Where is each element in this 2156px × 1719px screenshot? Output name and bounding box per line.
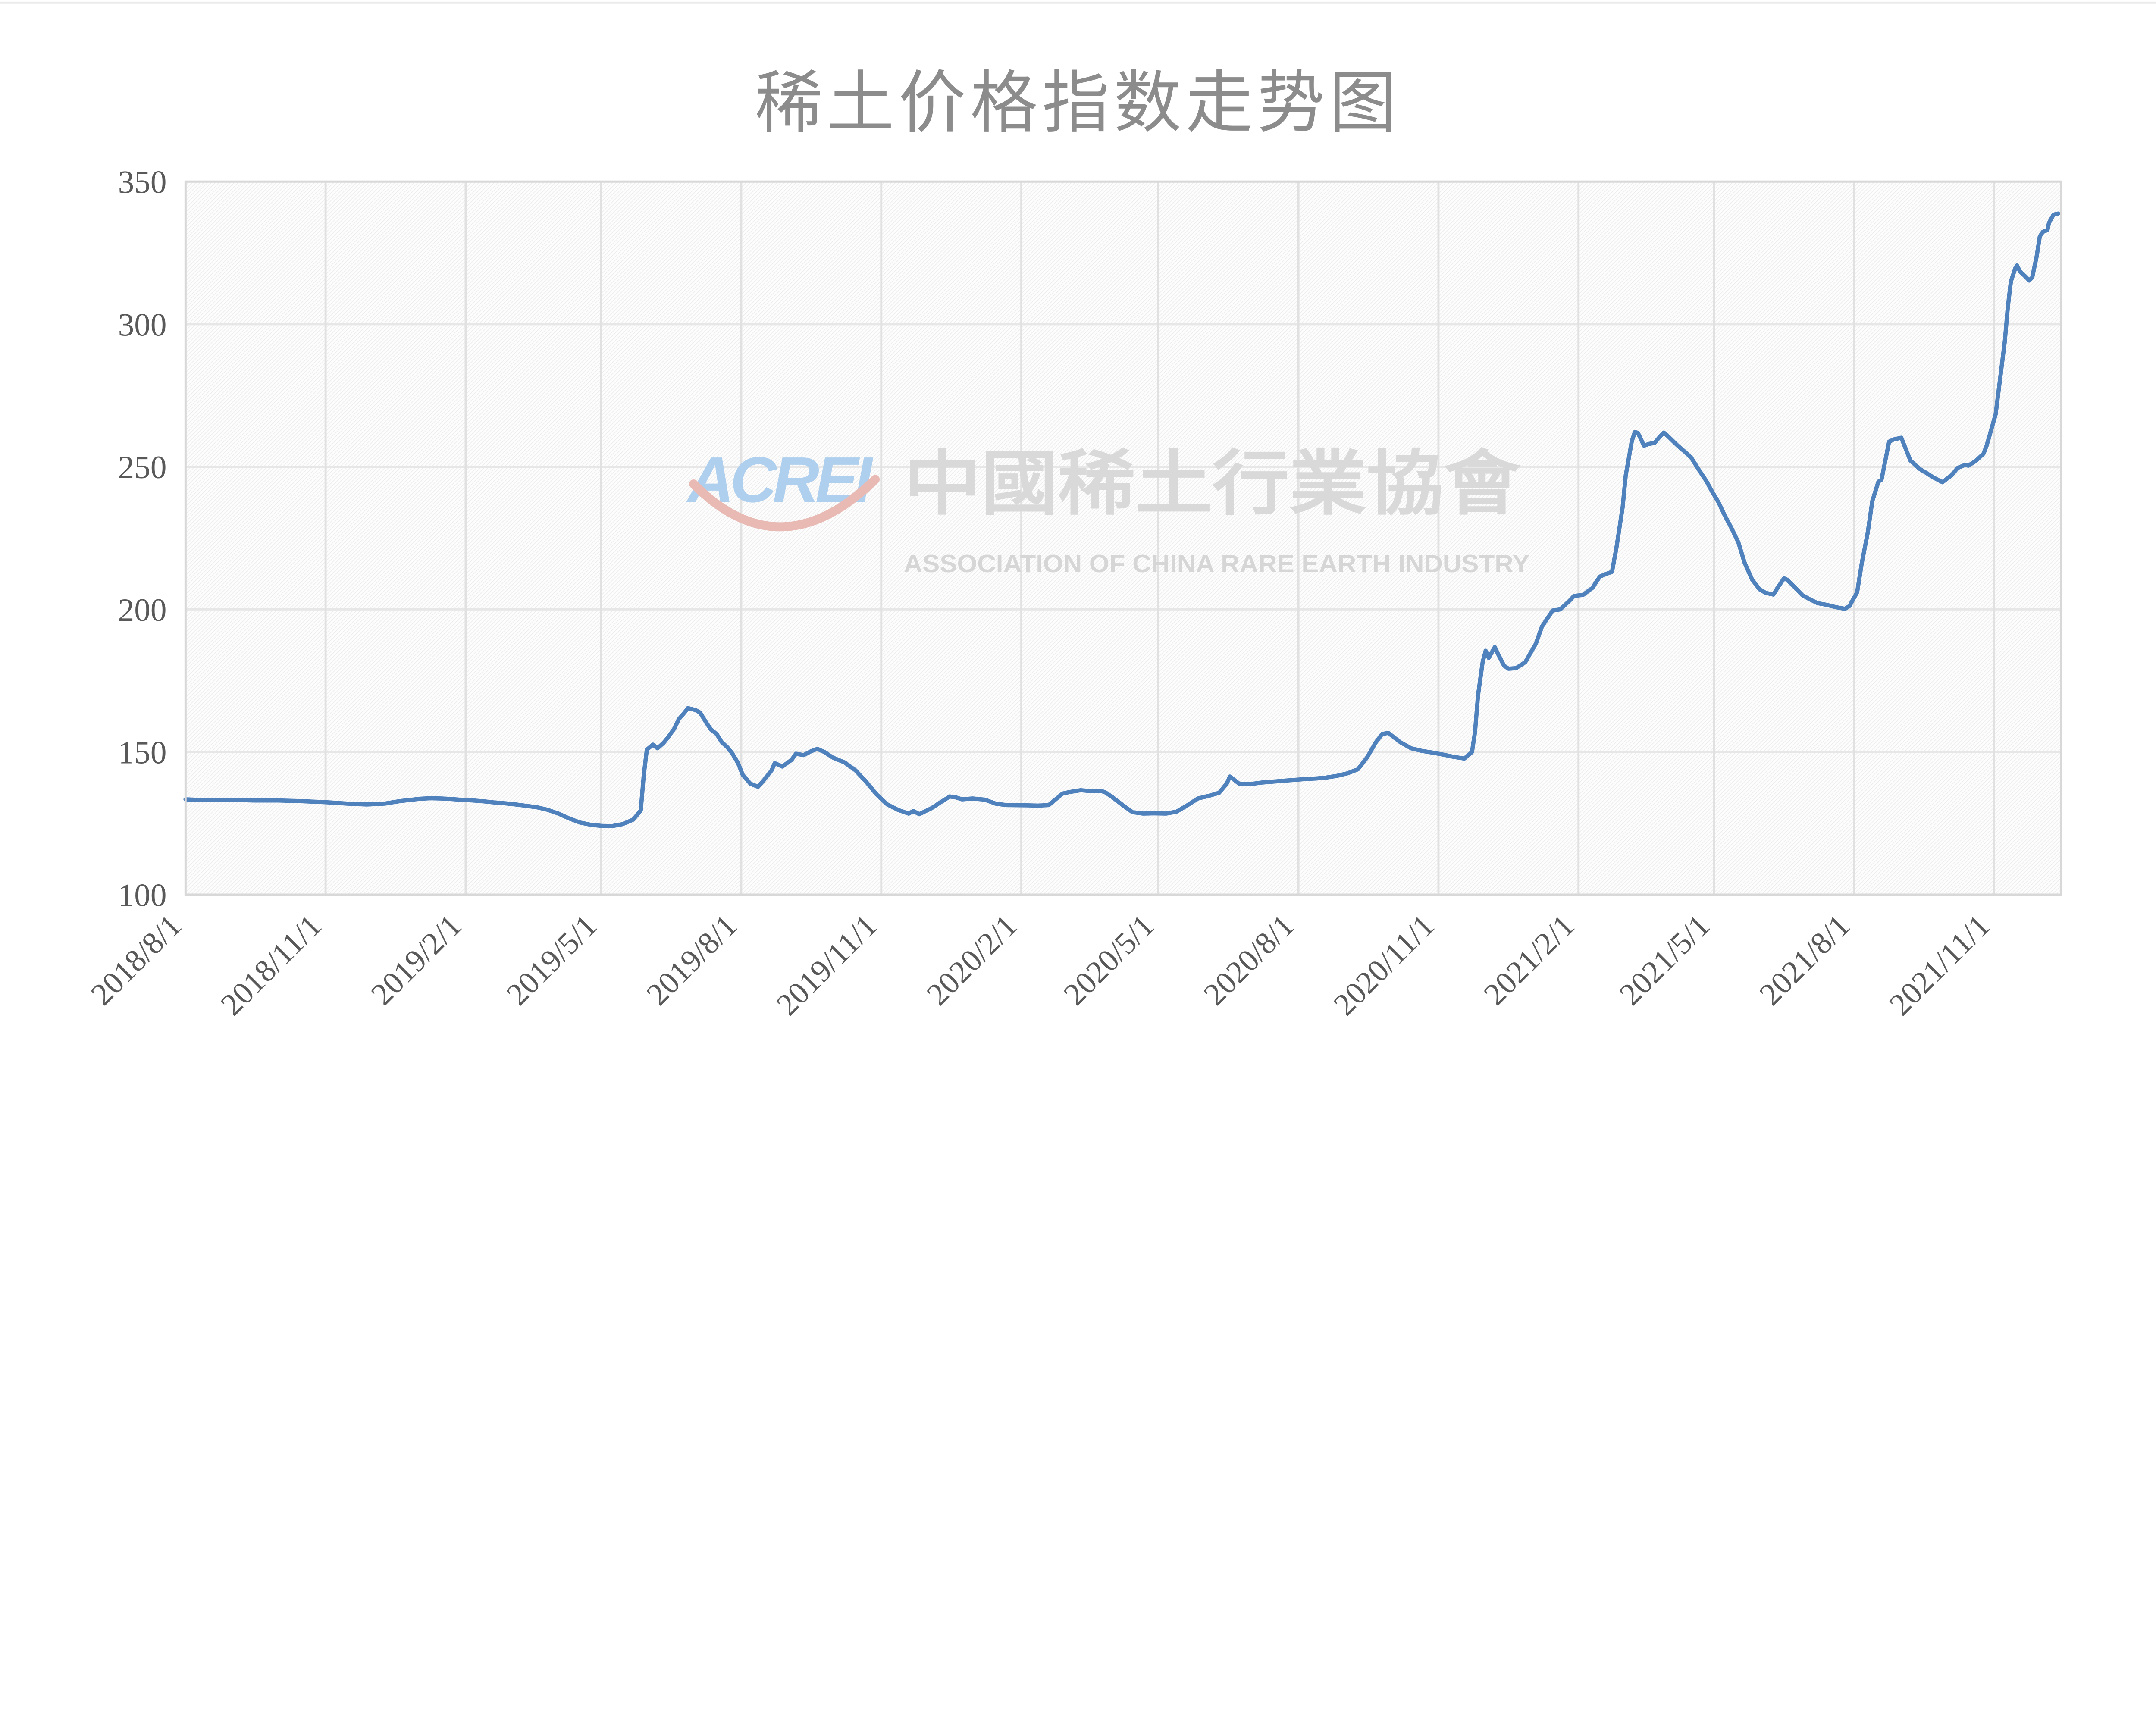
plot-area bbox=[185, 182, 2061, 895]
watermark-chinese-text: 中國稀土行業協會 bbox=[904, 445, 1521, 523]
watermark-english-text: ASSOCIATION OF CHINA RARE EARTH INDUSTRY bbox=[904, 550, 1530, 578]
x-axis-labels: 2018/8/1 2018/11/1 2019/2/1 2019/5/1 2019/8/… bbox=[84, 908, 1996, 1022]
rare-earth-price-index-chart: 稀土价格指数走势图 ACREI 中國稀土行業協會 ASSOCIATION OF … bbox=[0, 1, 2156, 1022]
y-tick-label: 150 bbox=[118, 735, 167, 771]
x-tick-label: 2019/2/1 bbox=[364, 908, 468, 1012]
x-tick-label: 2021/11/1 bbox=[1882, 908, 1996, 1022]
price-index-line bbox=[183, 211, 2060, 829]
y-axis-labels: 100 150 200 250 300 350 bbox=[118, 165, 167, 914]
x-tick-label: 2018/11/1 bbox=[214, 908, 328, 1022]
x-tick-label: 2020/5/1 bbox=[1057, 908, 1161, 1012]
y-tick-label: 200 bbox=[118, 592, 167, 628]
x-tick-label: 2020/2/1 bbox=[920, 908, 1024, 1012]
plot-border bbox=[184, 180, 2062, 896]
chart-title: 稀土价格指数走势图 bbox=[755, 66, 1401, 141]
x-tick-label: 2021/8/1 bbox=[1752, 908, 1856, 1012]
y-tick-label: 350 bbox=[118, 165, 167, 200]
x-tick-label: 2020/11/1 bbox=[1327, 908, 1441, 1022]
x-tick-label: 2019/8/1 bbox=[640, 908, 744, 1012]
y-tick-label: 100 bbox=[118, 877, 167, 913]
y-tick-label: 300 bbox=[118, 307, 167, 343]
x-tick-label: 2019/5/1 bbox=[500, 908, 604, 1012]
x-tick-label: 2021/5/1 bbox=[1613, 908, 1717, 1012]
acrei-logo-swoosh-icon bbox=[689, 475, 880, 532]
x-tick-label: 2018/8/1 bbox=[84, 908, 188, 1012]
gridlines bbox=[184, 180, 2061, 896]
x-tick-label: 2020/8/1 bbox=[1197, 908, 1301, 1012]
x-tick-label: 2019/11/1 bbox=[770, 908, 884, 1022]
y-tick-label: 250 bbox=[118, 450, 167, 485]
watermark: ACREI 中國稀土行業協會 ASSOCIATION OF CHINA RARE… bbox=[686, 443, 1529, 578]
x-tick-label: 2021/2/1 bbox=[1477, 908, 1581, 1012]
